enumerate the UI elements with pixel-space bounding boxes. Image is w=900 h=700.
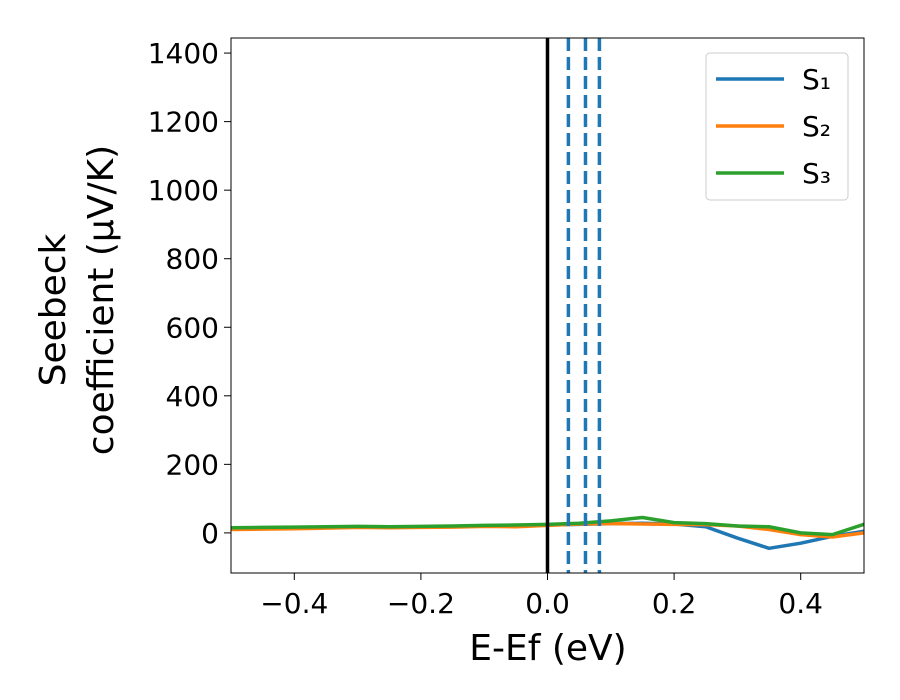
y-tick-label: 1400 [148, 37, 219, 70]
x-tick-label: −0.4 [260, 587, 328, 620]
y-axis-label: coefficient (μV/K) [81, 145, 122, 455]
legend-label: S₂ [802, 110, 831, 143]
plot-area [231, 38, 864, 573]
y-tick-label: 800 [166, 243, 219, 276]
plot-frame [230, 37, 865, 574]
y-axis-label: Seebeck [33, 233, 74, 386]
x-tick-label: 0.2 [652, 587, 697, 620]
x-tick-label: −0.2 [387, 587, 455, 620]
y-tick-label: 400 [166, 380, 219, 413]
y-tick-label: 1200 [148, 106, 219, 139]
y-tick-label: 600 [166, 311, 219, 344]
legend-label: S₃ [802, 157, 831, 190]
y-tick-label: 0 [201, 517, 219, 550]
y-tick-label: 200 [166, 448, 219, 481]
y-tick-label: 1000 [148, 174, 219, 207]
x-axis-label: E-Ef (eV) [469, 628, 626, 669]
x-tick-label: 0.4 [778, 587, 823, 620]
x-tick-label: 0.0 [525, 587, 570, 620]
legend-label: S₁ [802, 63, 831, 96]
